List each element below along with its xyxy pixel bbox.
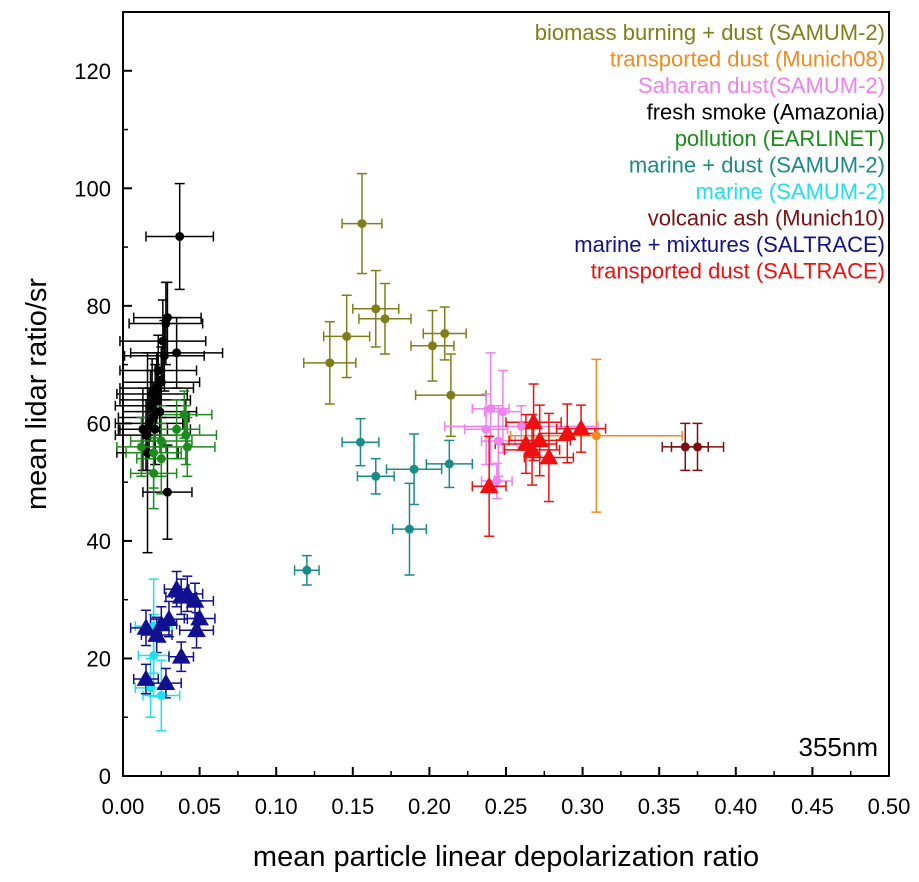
x-tick-label: 0.20 — [408, 794, 451, 819]
data-point-biomass-burning-dust-samum-2 — [427, 341, 437, 351]
data-point-volcanic-ash-munich10 — [693, 442, 702, 452]
x-tick-label: 0.50 — [868, 794, 911, 819]
legend-entry-transported-dust-saltrace: transported dust (SALTRACE) — [591, 259, 885, 284]
data-point-marine-dust-samum-2 — [404, 524, 414, 534]
legend-entry-marine-mixtures-saltrace: marine + mixtures (SALTRACE) — [574, 232, 885, 257]
data-point-pollution-earlinet — [182, 442, 192, 452]
y-axis-title: mean lidar ratio/sr — [21, 278, 53, 510]
wavelength-annotation: 355nm — [799, 732, 879, 762]
data-point-fresh-smoke-amazonia — [138, 424, 148, 434]
data-point-fresh-smoke-amazonia — [158, 336, 168, 346]
data-point-transported-dust-saltrace — [571, 419, 591, 436]
y-tick-label: 60 — [87, 411, 111, 436]
data-point-fresh-smoke-amazonia — [144, 418, 154, 428]
data-point-saharan-dust-samum-2 — [492, 476, 502, 486]
legend-entry-fresh-smoke-amazonia: fresh smoke (Amazonia) — [647, 100, 885, 125]
x-tick-label: 0.30 — [561, 794, 604, 819]
x-axis-title: mean particle linear depolarization rati… — [253, 841, 759, 873]
data-point-marine-mixtures-saltrace — [171, 587, 191, 604]
data-point-biomass-burning-dust-samum-2 — [325, 358, 335, 368]
data-point-fresh-smoke-amazonia — [162, 487, 172, 497]
data-point-marine-dust-samum-2 — [302, 565, 312, 575]
x-tick-label: 0.00 — [102, 794, 145, 819]
data-point-marine-mixtures-saltrace — [187, 620, 206, 638]
data-point-pollution-earlinet — [136, 442, 146, 452]
legend-entry-marine-dust-samum-2: marine + dust (SAMUM-2) — [629, 153, 885, 178]
legend-entry-transported-dust-munich08: transported dust (Munich08) — [610, 47, 885, 72]
data-point-marine-mixtures-saltrace — [147, 625, 167, 642]
data-point-marine-mixtures-saltrace — [159, 609, 179, 626]
data-point-fresh-smoke-amazonia — [150, 424, 160, 434]
data-point-fresh-smoke-amazonia — [146, 401, 156, 411]
data-point-transported-dust-saltrace — [539, 447, 559, 465]
y-tick-label: 120 — [74, 59, 111, 84]
legend-entry-saharan-dust-samum-2: Saharan dust(SAMUM-2) — [638, 73, 885, 98]
data-point-saharan-dust-samum-2 — [493, 436, 503, 446]
y-tick-label: 0 — [99, 764, 111, 789]
data-point-fresh-smoke-amazonia — [161, 318, 171, 328]
data-point-marine-mixtures-saltrace — [136, 669, 156, 686]
data-point-biomass-burning-dust-samum-2 — [371, 304, 381, 314]
data-point-biomass-burning-dust-samum-2 — [342, 331, 352, 341]
x-tick-label: 0.45 — [791, 794, 834, 819]
legend: biomass burning + dust (SAMUM-2)transpor… — [535, 20, 885, 284]
legend-entry-volcanic-ash-munich10: volcanic ash (Munich10) — [648, 206, 885, 231]
data-point-transported-dust-saltrace — [479, 476, 499, 494]
data-point-fresh-smoke-amazonia — [159, 351, 169, 361]
data-point-biomass-burning-dust-samum-2 — [446, 390, 456, 400]
data-point-biomass-burning-dust-samum-2 — [440, 328, 450, 338]
legend-entry-pollution-earlinet: pollution (EARLINET) — [675, 126, 885, 151]
y-tick-label: 20 — [87, 646, 111, 671]
data-point-marine-mixtures-saltrace — [190, 608, 209, 626]
x-tick-label: 0.05 — [178, 794, 221, 819]
data-point-biomass-burning-dust-samum-2 — [357, 219, 367, 229]
y-tick-label: 100 — [74, 176, 111, 201]
data-point-marine-samum-2 — [156, 690, 166, 700]
y-tick-label: 40 — [87, 529, 111, 554]
data-point-saharan-dust-samum-2 — [481, 424, 491, 434]
x-tick-label: 0.40 — [714, 794, 757, 819]
data-point-marine-dust-samum-2 — [444, 459, 454, 469]
data-point-marine-mixtures-saltrace — [136, 618, 156, 635]
data-point-pollution-earlinet — [156, 436, 166, 446]
data-point-marine-samum-2 — [149, 651, 159, 661]
data-point-fresh-smoke-amazonia — [153, 365, 163, 375]
data-point-marine-mixtures-saltrace — [185, 591, 205, 608]
data-point-transported-dust-saltrace — [524, 412, 543, 430]
data-point-marine-mixtures-saltrace — [171, 647, 191, 664]
data-point-biomass-burning-dust-samum-2 — [380, 314, 390, 324]
data-point-pollution-earlinet — [172, 424, 182, 434]
data-point-marine-mixtures-saltrace — [156, 673, 176, 691]
data-point-pollution-earlinet — [149, 468, 159, 478]
data-point-pollution-earlinet — [149, 448, 159, 458]
data-point-fresh-smoke-amazonia — [172, 348, 182, 358]
data-point-transported-dust-saltrace — [522, 440, 542, 457]
data-point-pollution-earlinet — [156, 454, 166, 464]
data-point-marine-dust-samum-2 — [355, 437, 365, 447]
data-point-volcanic-ash-munich10 — [680, 442, 690, 452]
data-point-saharan-dust-samum-2 — [516, 421, 526, 431]
data-point-pollution-earlinet — [181, 430, 191, 440]
data-point-pollution-earlinet — [179, 410, 189, 420]
data-point-saharan-dust-samum-2 — [498, 407, 508, 417]
data-point-transported-dust-munich08 — [591, 431, 601, 441]
x-tick-label: 0.15 — [331, 794, 374, 819]
data-point-transported-dust-saltrace — [530, 430, 550, 448]
legend-entry-marine-samum-2: marine (SAMUM-2) — [696, 179, 885, 204]
data-point-marine-dust-samum-2 — [409, 464, 419, 474]
data-point-saharan-dust-samum-2 — [486, 404, 496, 414]
x-tick-label: 0.10 — [255, 794, 298, 819]
data-point-transported-dust-saltrace — [557, 423, 577, 441]
y-tick-label: 80 — [87, 294, 111, 319]
data-point-marine-dust-samum-2 — [371, 471, 381, 481]
legend-entry-biomass-burning-dust-samum-2: biomass burning + dust (SAMUM-2) — [535, 20, 885, 45]
data-point-fresh-smoke-amazonia — [175, 231, 185, 241]
data-point-fresh-smoke-amazonia — [155, 407, 165, 417]
x-tick-label: 0.35 — [638, 794, 681, 819]
x-tick-label: 0.25 — [485, 794, 528, 819]
